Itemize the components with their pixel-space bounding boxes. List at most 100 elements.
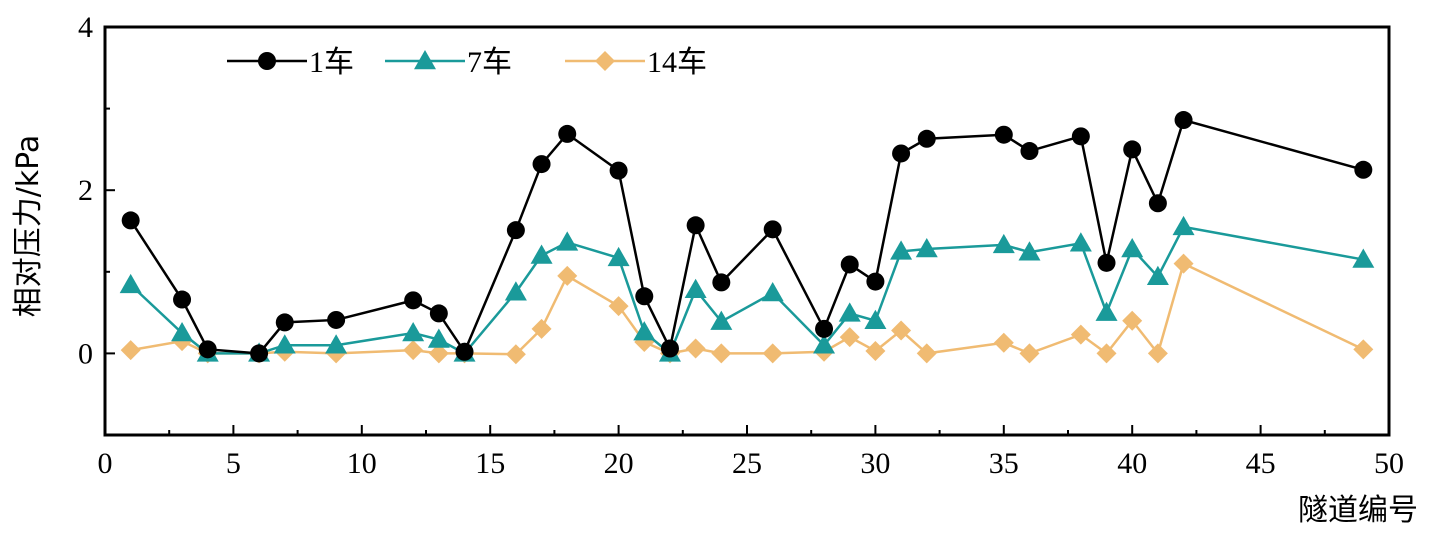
data-point <box>1172 215 1195 236</box>
data-point <box>633 321 656 341</box>
data-point <box>813 334 836 354</box>
data-point <box>275 313 294 332</box>
data-point <box>325 334 348 354</box>
data-point <box>198 340 217 359</box>
data-point <box>427 328 450 348</box>
data-point <box>121 211 140 230</box>
data-point <box>504 281 527 301</box>
data-point <box>1147 343 1168 364</box>
data-point <box>1095 301 1118 321</box>
data-point <box>1146 265 1169 285</box>
legend-marker <box>258 52 276 70</box>
data-point <box>429 304 448 323</box>
x-tick-label: 35 <box>989 447 1019 480</box>
data-point <box>993 332 1014 353</box>
series-line <box>129 225 1364 356</box>
x-tick-label: 20 <box>604 447 634 480</box>
data-point <box>761 282 784 302</box>
x-tick-label: 40 <box>1117 447 1147 480</box>
data-point <box>171 322 194 342</box>
data-point <box>1121 237 1144 258</box>
data-point <box>1148 194 1167 213</box>
x-tick-label: 30 <box>860 447 890 480</box>
x-tick-label: 25 <box>732 447 762 480</box>
data-point <box>1353 339 1374 360</box>
data-point <box>557 265 578 286</box>
data-point <box>607 246 630 267</box>
legend-item: 1车 <box>227 46 354 79</box>
data-point <box>1352 248 1375 268</box>
data-point <box>712 273 731 292</box>
legend: 1车 7车 14车 <box>227 46 707 79</box>
legend-label: 7车 <box>467 46 512 79</box>
legend-marker <box>595 51 615 71</box>
data-point <box>173 290 192 309</box>
data-point <box>762 343 783 364</box>
data-point <box>558 124 577 143</box>
data-point <box>404 291 423 310</box>
data-point <box>327 310 346 329</box>
data-point <box>866 272 885 291</box>
data-point <box>838 302 861 322</box>
data-point <box>815 319 834 338</box>
data-point <box>455 342 474 361</box>
series-1 <box>121 111 1373 363</box>
data-point <box>1174 111 1193 130</box>
data-point <box>530 244 553 264</box>
data-point <box>1122 310 1143 331</box>
data-point <box>556 231 579 251</box>
y-tick-label: 2 <box>78 174 93 207</box>
x-tick-label: 15 <box>475 447 505 480</box>
series-layer <box>119 111 1375 365</box>
x-axis-label: 隧道编号 <box>1298 493 1418 528</box>
x-tick-label: 10 <box>347 447 377 480</box>
data-point <box>839 327 860 348</box>
x-tick-label: 5 <box>226 447 241 480</box>
data-point <box>1019 343 1040 364</box>
data-point <box>403 340 424 361</box>
data-point <box>428 343 449 364</box>
data-point <box>685 338 706 359</box>
data-point <box>763 220 782 239</box>
data-point <box>609 161 628 180</box>
data-point <box>864 309 887 330</box>
series-line <box>130 261 1364 357</box>
data-point <box>890 240 913 260</box>
plot-frame <box>103 25 1391 437</box>
x-tick-label: 50 <box>1374 447 1404 480</box>
series-2 <box>119 215 1375 362</box>
data-point <box>1070 324 1091 345</box>
data-point <box>660 339 679 358</box>
data-point <box>1069 232 1092 252</box>
data-point <box>892 144 911 163</box>
data-point <box>686 216 705 235</box>
legend-label: 1车 <box>309 46 354 79</box>
x-tick-label: 0 <box>98 447 113 480</box>
tick-labels: 0 5 10 15 20 25 30 35 40 45 50 0 2 4 <box>78 11 1404 480</box>
legend-label: 14车 <box>647 46 707 79</box>
data-point <box>119 273 142 294</box>
data-point <box>684 278 707 299</box>
data-point <box>994 125 1013 144</box>
legend-marker <box>414 50 436 70</box>
data-point <box>402 322 425 342</box>
legend-item: 14车 <box>565 46 707 79</box>
data-point <box>531 318 552 339</box>
data-point <box>915 237 938 258</box>
series-3 <box>120 253 1374 365</box>
data-point <box>1096 343 1117 364</box>
data-point <box>532 155 551 174</box>
y-tick-label: 0 <box>78 337 93 370</box>
y-axis-label: 相对压力/kPa <box>11 135 46 318</box>
data-point <box>1097 253 1116 272</box>
y-tick-label: 4 <box>78 11 93 44</box>
data-point <box>840 255 859 274</box>
data-point <box>1071 127 1090 146</box>
data-point <box>891 320 912 341</box>
data-point <box>506 221 525 240</box>
data-point <box>865 340 886 361</box>
data-point <box>710 310 733 330</box>
data-point <box>1018 241 1041 261</box>
data-point <box>1173 253 1194 274</box>
